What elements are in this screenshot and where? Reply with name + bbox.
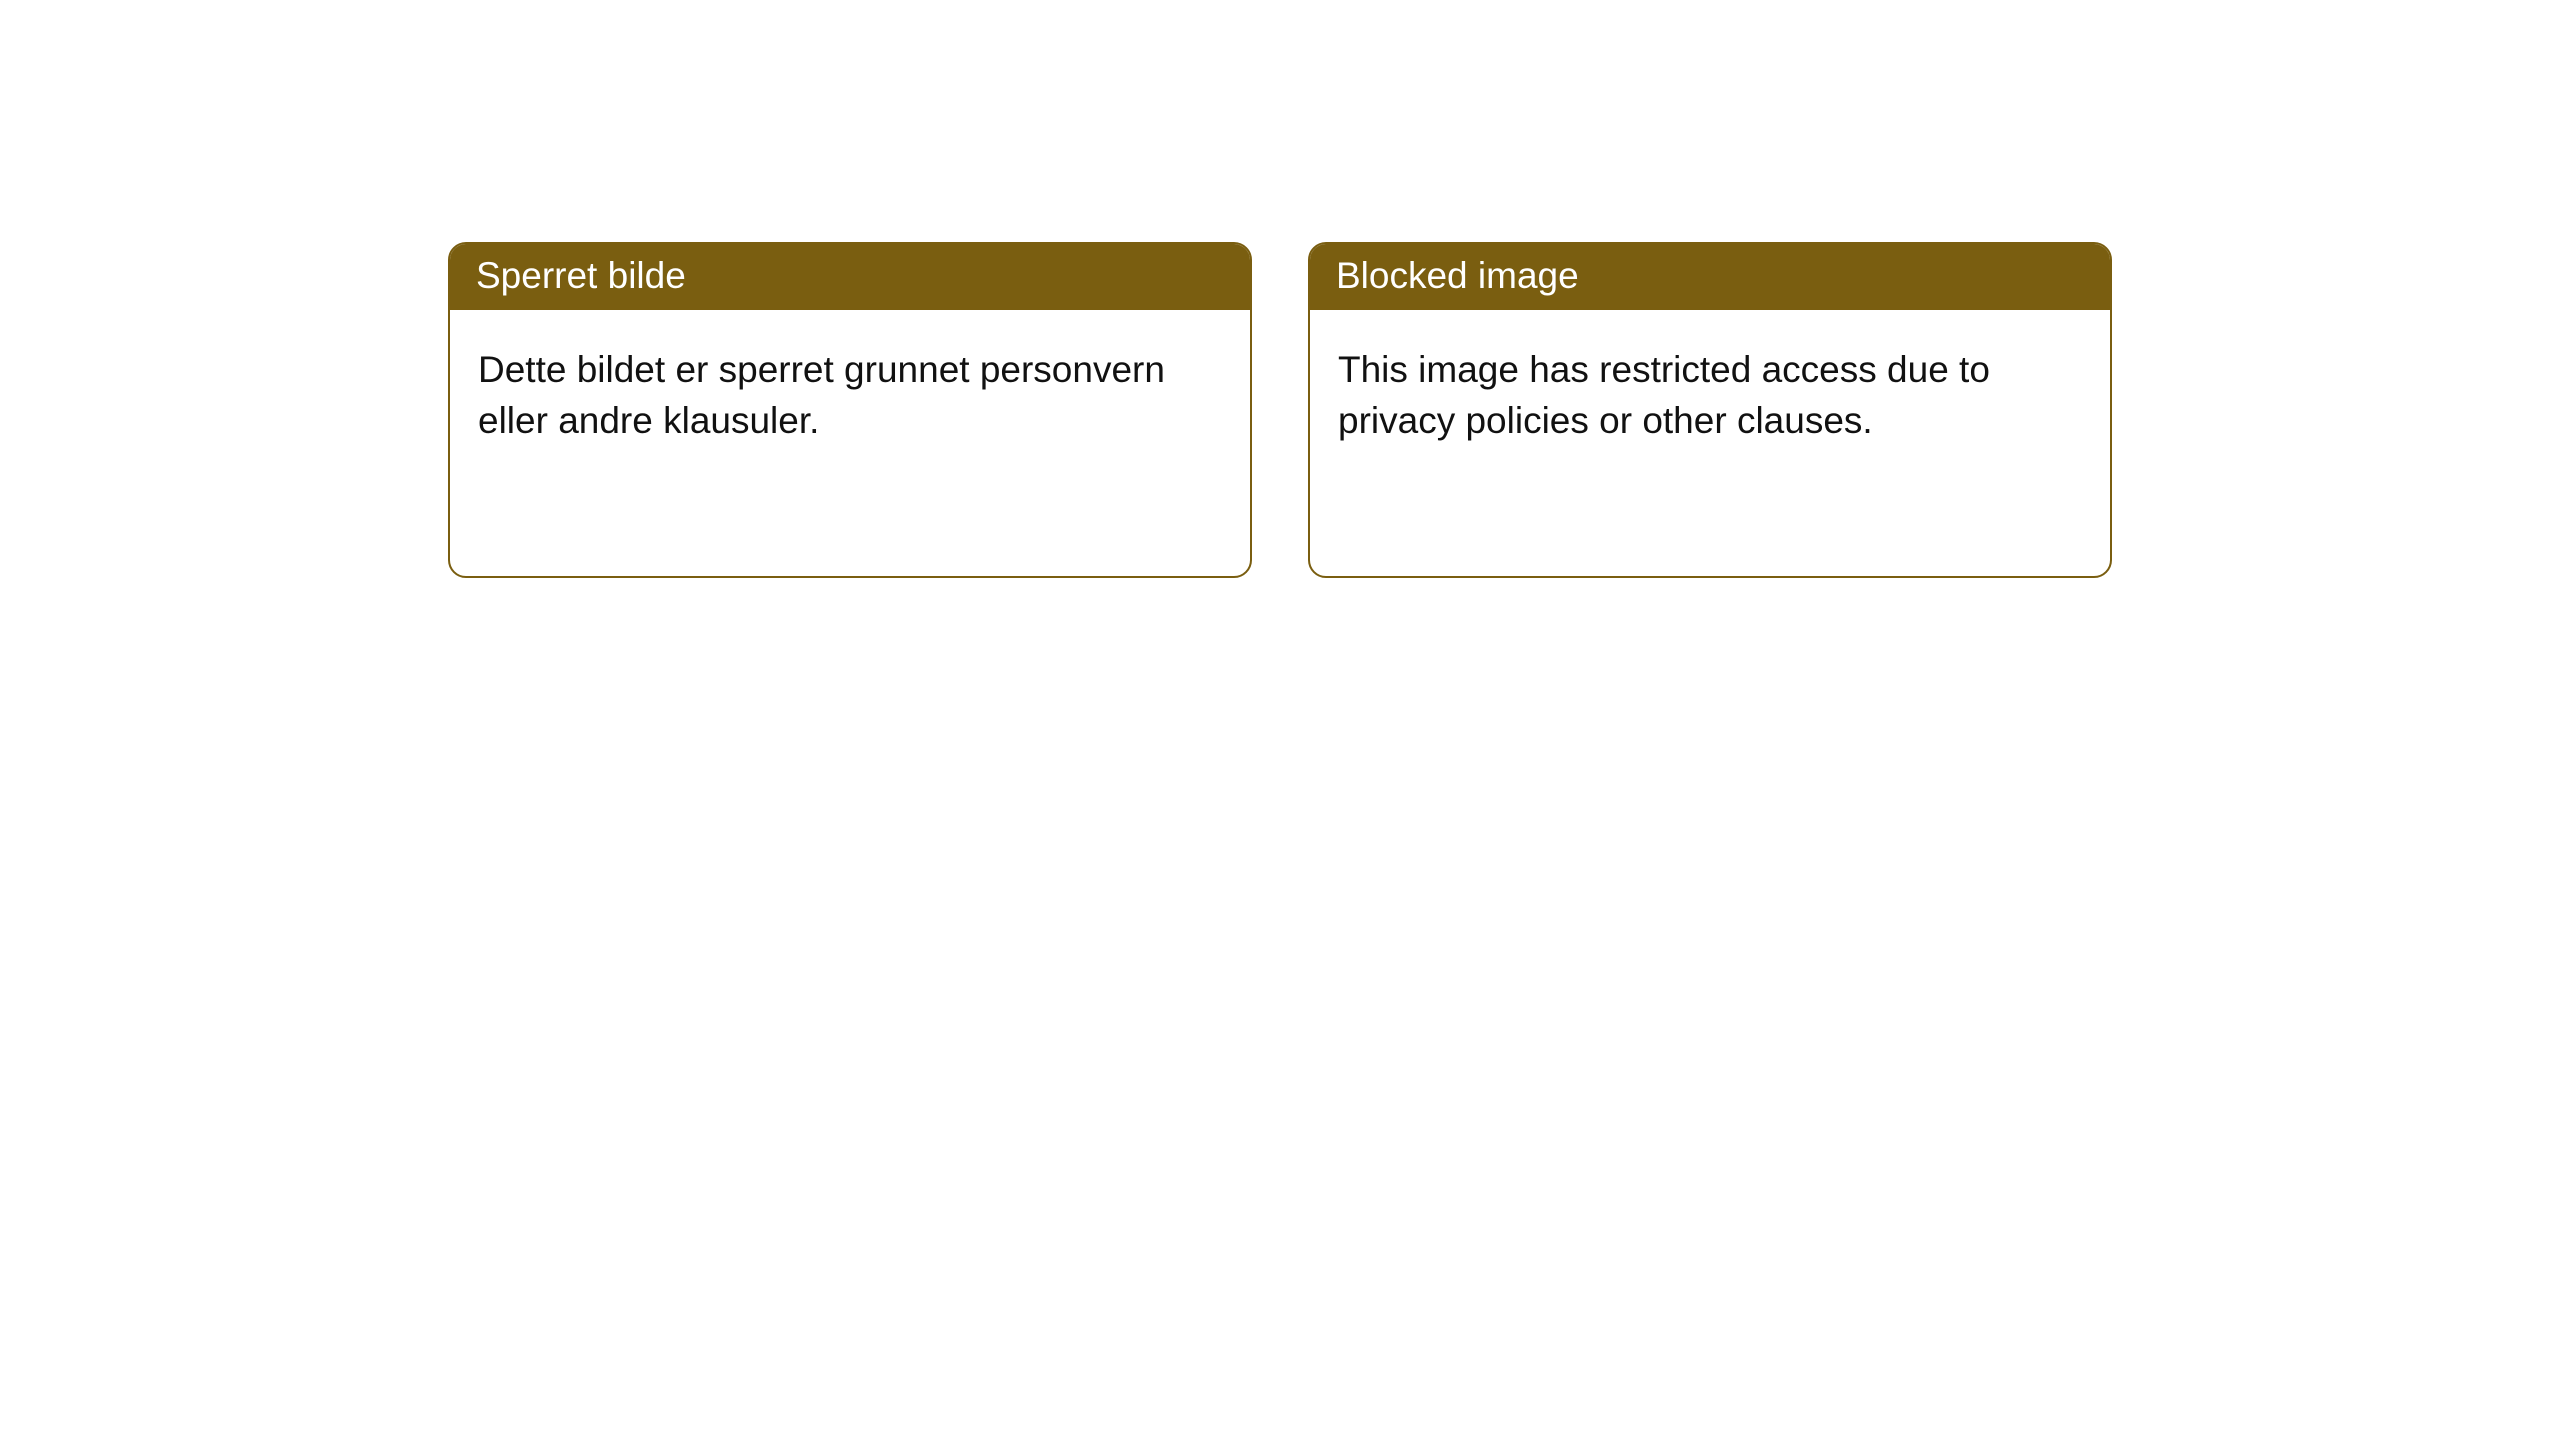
card-title: Sperret bilde: [450, 244, 1250, 310]
cards-container: Sperret bilde Dette bildet er sperret gr…: [0, 0, 2560, 578]
blocked-image-card-no: Sperret bilde Dette bildet er sperret gr…: [448, 242, 1252, 578]
card-body: Dette bildet er sperret grunnet personve…: [450, 310, 1250, 480]
blocked-image-card-en: Blocked image This image has restricted …: [1308, 242, 2112, 578]
card-title: Blocked image: [1310, 244, 2110, 310]
card-body: This image has restricted access due to …: [1310, 310, 2110, 480]
